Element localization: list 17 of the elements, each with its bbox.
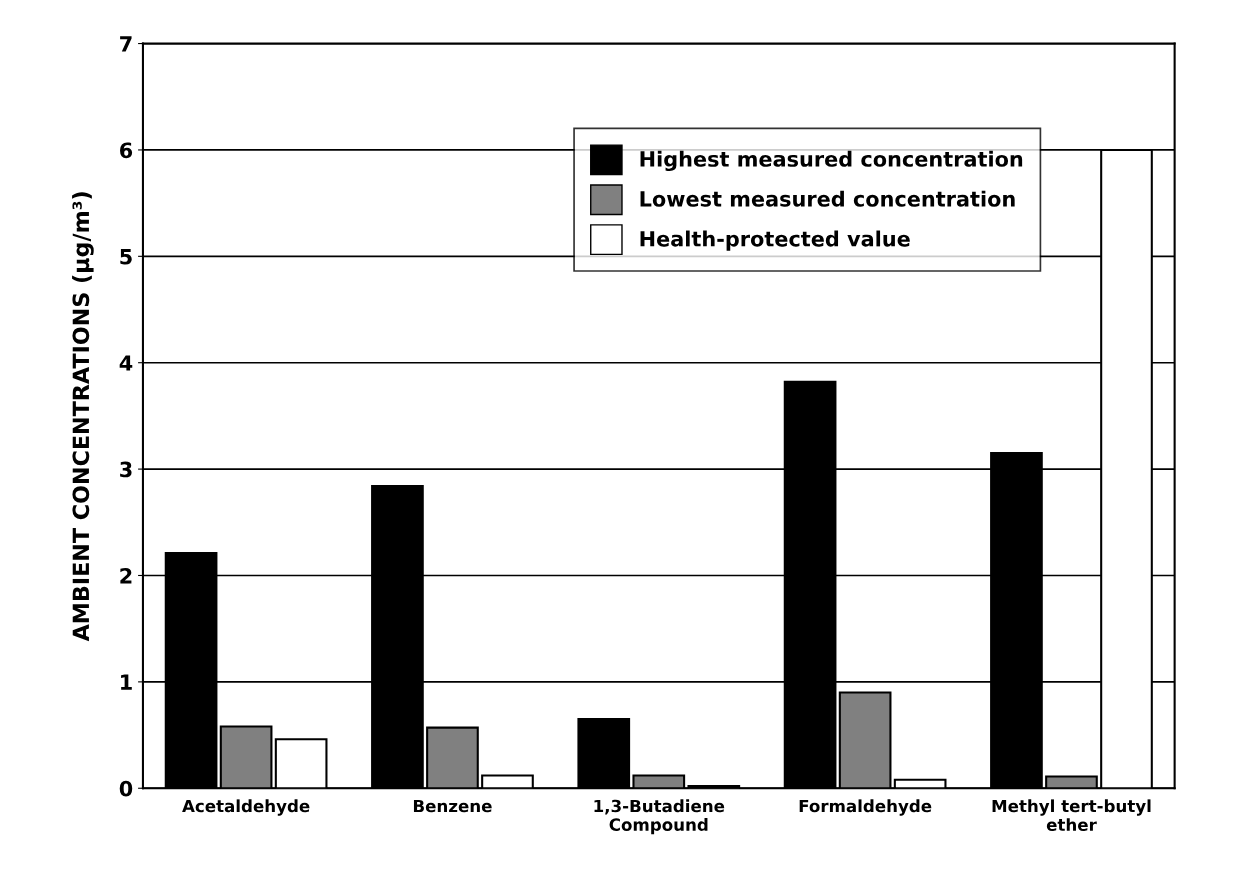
y-tick-label: 2 <box>120 567 132 584</box>
y-tick-label: 7 <box>120 36 132 52</box>
legend-label: Health-protected value <box>640 230 910 251</box>
y-tick-label: 6 <box>120 142 133 159</box>
x-tick-label: Acetaldehyde <box>182 799 310 816</box>
y-tick-label: 0 <box>119 780 133 797</box>
legend-label: Lowest measured concentration <box>640 190 1015 207</box>
y-tick-label: 1 <box>121 674 132 690</box>
x-tick-label: Methyl tert-butyl ether <box>992 799 1151 832</box>
x-tick-label: 1,3-Butadiene Compound <box>594 799 725 835</box>
y-tick-label: 4 <box>119 355 133 371</box>
y-tick-label: 3 <box>120 461 132 478</box>
legend-label: Highest measured concentration <box>640 150 1023 172</box>
x-tick-label: Benzene <box>413 799 492 813</box>
y-tick-label: 5 <box>120 249 132 265</box>
x-tick-label: Formaldehyde <box>799 799 932 816</box>
y-axis-title: AMBIENT CONCENTRATIONS (μg/m³) <box>72 192 94 642</box>
